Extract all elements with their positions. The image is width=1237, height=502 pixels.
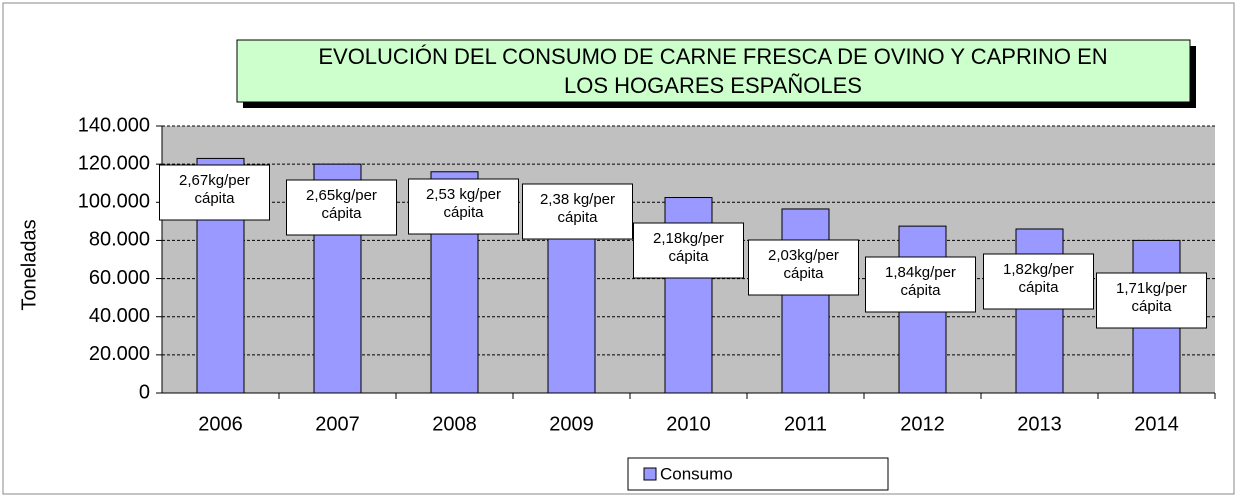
data-label: 2,03kg/per: [768, 247, 839, 264]
y-tick-label: 0: [139, 381, 150, 403]
data-label: cápita: [900, 282, 941, 299]
legend-box: [627, 457, 889, 491]
legend-swatch: [643, 467, 657, 481]
x-tick-label: 2014: [1134, 413, 1179, 435]
data-label: cápita: [668, 248, 709, 265]
data-label: cápita: [194, 190, 235, 207]
data-label: 1,82kg/per: [1003, 261, 1074, 278]
data-label-box: [522, 183, 633, 240]
x-tick-label: 2007: [315, 413, 360, 435]
data-label-box: [633, 222, 744, 279]
y-tick-label: 40.000: [89, 305, 150, 327]
data-label: cápita: [783, 265, 824, 282]
x-tick-label: 2006: [198, 413, 243, 435]
y-tick-label: 140.000: [78, 114, 150, 136]
data-label: cápita: [1018, 279, 1059, 296]
x-tick-label: 2008: [432, 413, 477, 435]
data-label-box: [159, 164, 270, 221]
data-label: cápita: [557, 209, 598, 226]
bar: [781, 208, 830, 394]
data-label: cápita: [1131, 298, 1172, 315]
data-label-box: [865, 256, 976, 313]
data-label-box: [286, 179, 397, 236]
chart-title: EVOLUCIÓN DEL CONSUMO DE CARNE FRESCA DE…: [318, 44, 1107, 69]
data-label: cápita: [321, 205, 362, 222]
y-tick-label: 100.000: [78, 191, 150, 213]
y-tick-label: 60.000: [89, 267, 150, 289]
data-label: cápita: [443, 204, 484, 221]
x-tick-label: 2009: [549, 413, 594, 435]
data-label: 2,65kg/per: [306, 187, 377, 204]
x-tick-label: 2011: [784, 413, 827, 435]
y-tick-label: 120.000: [78, 152, 150, 174]
x-tick-label: 2012: [900, 413, 945, 435]
data-label-box: [748, 239, 859, 296]
data-label-box: [983, 253, 1094, 310]
data-label-box: [1096, 272, 1207, 329]
title-box: [236, 39, 1191, 103]
y-tick-label: 20.000: [89, 343, 150, 365]
y-axis-label: Toneladas: [18, 219, 40, 310]
x-tick-label: 2013: [1017, 413, 1062, 435]
legend-label: Consumo: [660, 464, 733, 483]
chart-title: LOS HOGARES ESPAÑOLES: [564, 73, 862, 98]
data-label: 2,53 kg/per: [426, 186, 501, 203]
data-label: 2,67kg/per: [179, 172, 250, 189]
y-tick-label: 80.000: [89, 229, 150, 251]
data-label: 1,71kg/per: [1116, 280, 1187, 297]
data-label: 2,18kg/per: [653, 230, 724, 247]
x-tick-label: 2010: [666, 413, 711, 435]
data-label: 1,84kg/per: [885, 264, 956, 281]
data-label-box: [408, 178, 519, 235]
data-label: 2,38 kg/per: [540, 191, 615, 208]
